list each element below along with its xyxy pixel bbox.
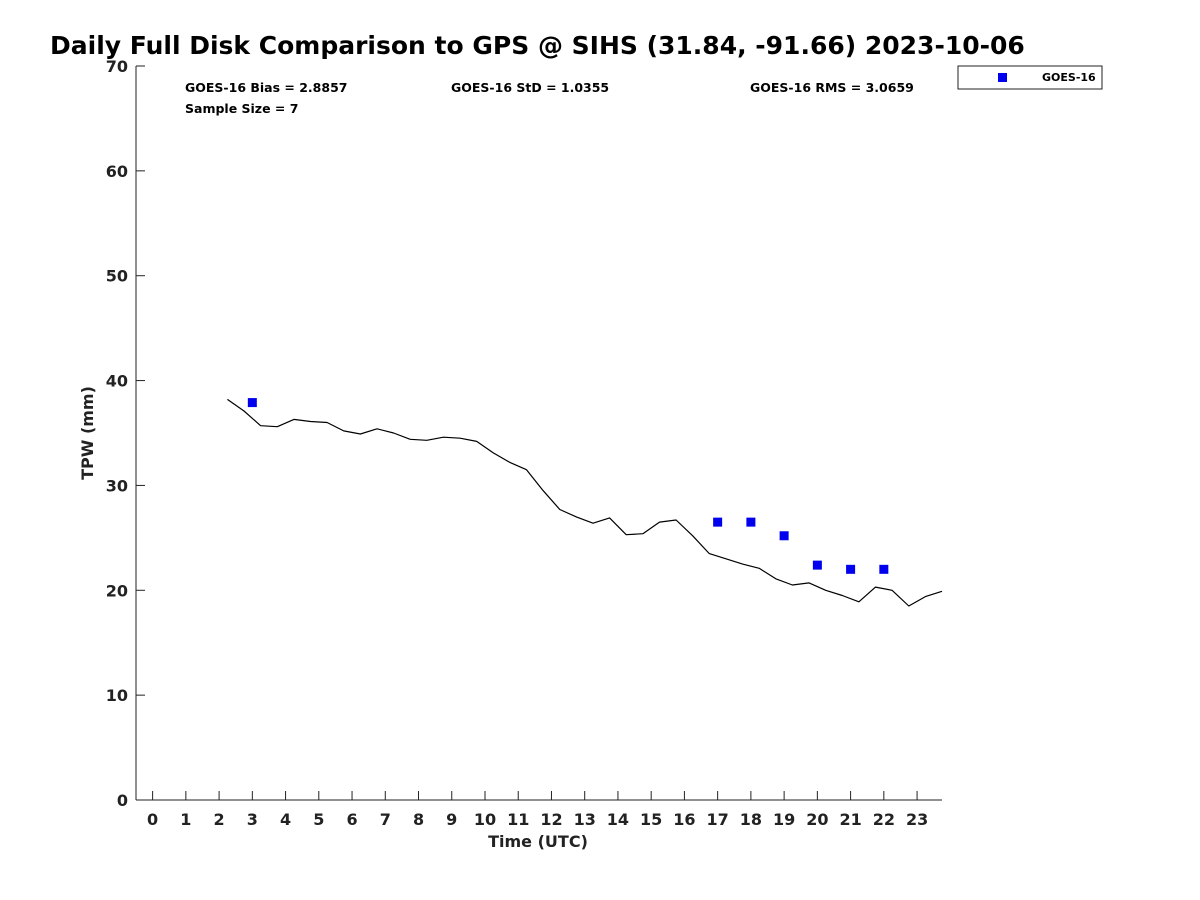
legend-marker-goes16 [998, 73, 1007, 82]
x-tick-label: 0 [147, 810, 158, 829]
goes16-point [812, 560, 822, 570]
legend: GOES-16 [957, 65, 1103, 90]
y-tick-label: 50 [106, 267, 128, 286]
x-tick-label: 18 [740, 810, 762, 829]
y-tick-label: 40 [106, 372, 128, 391]
x-tick-label: 3 [247, 810, 258, 829]
y-tick-label: 0 [117, 791, 128, 810]
x-axis-ticks: 0 1 2 3 4 5 6 7 8 9 10 11 12 13 14 15 16 17 18 19 20 21 22 23 [147, 791, 928, 829]
x-tick-label: 14 [607, 810, 629, 829]
x-tick-label: 1 [180, 810, 191, 829]
goes16-point [247, 398, 257, 408]
rms-stat: GOES-16 RMS = 3.0659 [750, 80, 914, 95]
x-tick-label: 9 [446, 810, 457, 829]
x-tick-label: 22 [873, 810, 895, 829]
y-tick-label: 10 [106, 686, 128, 705]
y-tick-label: 20 [106, 581, 128, 600]
goes16-point [779, 531, 789, 541]
plot-series [227, 398, 943, 607]
legend-box [957, 65, 1103, 90]
bias-stat: GOES-16 Bias = 2.8857 [185, 80, 347, 95]
sample-size-stat: Sample Size = 7 [185, 101, 298, 116]
x-tick-label: 16 [673, 810, 695, 829]
legend-label-goes16: GOES-16 [1042, 71, 1096, 84]
goes16-point [713, 517, 723, 527]
x-tick-label: 19 [773, 810, 795, 829]
goes16-point [879, 564, 889, 574]
y-tick-label: 30 [106, 476, 128, 495]
goes16-point [746, 517, 756, 527]
x-tick-label: 21 [839, 810, 861, 829]
x-tick-label: 8 [413, 810, 424, 829]
x-tick-label: 15 [640, 810, 662, 829]
x-tick-label: 4 [280, 810, 291, 829]
x-tick-label: 20 [806, 810, 828, 829]
x-tick-label: 12 [540, 810, 562, 829]
x-axis-label: Time (UTC) [488, 832, 588, 851]
gps-tpw-line [227, 398, 943, 607]
x-tick-label: 23 [906, 810, 928, 829]
x-tick-label: 6 [346, 810, 357, 829]
x-tick-label: 13 [574, 810, 596, 829]
x-tick-label: 10 [474, 810, 496, 829]
y-tick-label: 60 [106, 162, 128, 181]
x-tick-label: 17 [707, 810, 729, 829]
x-tick-label: 11 [507, 810, 529, 829]
std-stat: GOES-16 StD = 1.0355 [451, 80, 609, 95]
x-tick-label: 2 [214, 810, 225, 829]
y-tick-label: 70 [106, 57, 128, 76]
goes16-point [846, 564, 856, 574]
x-tick-label: 7 [380, 810, 391, 829]
chart-title: Daily Full Disk Comparison to GPS @ SIHS… [50, 31, 1025, 60]
y-axis-ticks: 0 10 20 30 40 50 60 70 [106, 57, 145, 810]
x-tick-label: 5 [313, 810, 324, 829]
y-axis-label: TPW (mm) [78, 386, 97, 480]
